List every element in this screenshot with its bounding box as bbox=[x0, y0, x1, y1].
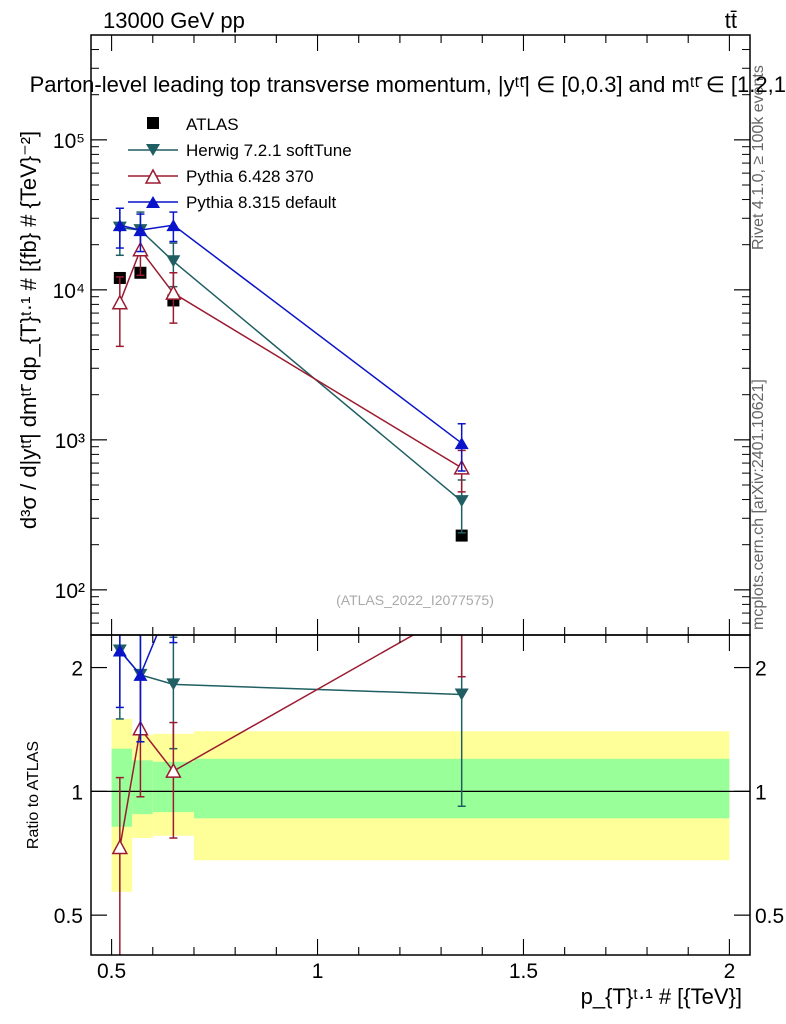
legend-marker-herwig bbox=[146, 144, 160, 156]
x-axis-label: p_{T}ᵗ·¹ # [{TeV}] bbox=[581, 984, 742, 1009]
legend-label-pythia6: Pythia 6.428 370 bbox=[186, 167, 314, 186]
ratio-y-tick-label-left: 2 bbox=[71, 658, 83, 681]
main-line-pythia-8-315-default bbox=[119, 224, 463, 444]
main-y-tick-label: 10³ bbox=[55, 430, 85, 453]
ratio-point-herwig-7-2-1-softtune bbox=[166, 678, 181, 691]
plot-title: Parton-level leading top transverse mome… bbox=[30, 72, 786, 97]
ratio-plot-frame bbox=[90, 634, 751, 956]
legend-label-herwig: Herwig 7.2.1 softTune bbox=[186, 141, 352, 160]
ratio-band-inner bbox=[132, 760, 153, 815]
legend-marker-pythia8 bbox=[146, 196, 160, 208]
ratio-point-pythia-8-315-default bbox=[166, 589, 180, 601]
main-point-pythia-6-428-370 bbox=[165, 284, 182, 300]
x-tick-label: 1 bbox=[312, 960, 324, 983]
main-point-pythia-8-315-default bbox=[166, 219, 181, 232]
ratio-y-tick-label-left: 1 bbox=[71, 781, 83, 804]
main-point-pythia-8-315-default bbox=[454, 437, 469, 450]
ratio-y-axis-label: Ratio to ATLAS bbox=[25, 741, 42, 849]
ratio-y-tick-label-right: 2 bbox=[755, 658, 767, 681]
ratio-point-pythia-8-315-default bbox=[112, 644, 127, 657]
legend: ATLAS Herwig 7.2.1 softTune Pythia 6.428… bbox=[128, 115, 352, 212]
axis-ticks: 10² 10³ 10⁴ 10⁵ 0.5 0.5 1 1 2 2 0.5 1 1.5 2 bbox=[53, 34, 784, 983]
ratio-y-tick-label-right: 1 bbox=[755, 781, 767, 804]
ratio-series-lines bbox=[111, 589, 469, 955]
main-y-tick-label: 10² bbox=[55, 580, 85, 603]
ratio-line-pythia-6-428-370 bbox=[119, 635, 415, 848]
ratio-point-pythia-6-428-370 bbox=[111, 838, 129, 855]
main-y-tick-label: 10⁴ bbox=[53, 280, 85, 303]
ratio-band-inner bbox=[111, 748, 133, 827]
main-y-tick-label: 10⁵ bbox=[53, 130, 85, 153]
legend-marker-pythia6 bbox=[144, 168, 162, 184]
ratio-line-herwig-7-2-1-softtune bbox=[119, 650, 462, 696]
main-series-lines bbox=[111, 207, 470, 542]
rivet-version-label: Rivet 4.1.0, ≥ 100k events bbox=[750, 65, 767, 250]
process-label: tt̄ bbox=[725, 8, 737, 33]
main-point-pythia-6-428-370 bbox=[111, 294, 129, 310]
x-tick-label: 0.5 bbox=[97, 960, 126, 983]
x-tick-label: 1.5 bbox=[509, 960, 538, 983]
main-point-pythia-8-315-default bbox=[112, 219, 127, 232]
main-line-pythia-6-428-370 bbox=[119, 248, 463, 469]
main-y-axis-label: d³σ / d|yᵗᵗ̄| dmᵗᵗ̄ dp_{T}ᵗ·¹ # [{fb} # … bbox=[16, 131, 41, 529]
legend-label-atlas: ATLAS bbox=[186, 115, 239, 134]
ratio-point-pythia-6-428-370 bbox=[165, 762, 182, 778]
ratio-point-herwig-7-2-1-softtune bbox=[454, 688, 469, 701]
mcplots-label: mcplots.cern.ch [arXiv:2401.10621] bbox=[750, 379, 767, 630]
main-point-herwig-7-2-1-softtune bbox=[454, 495, 469, 508]
ratio-uncertainty-bands bbox=[91, 718, 750, 892]
main-point-herwig-7-2-1-softtune bbox=[166, 255, 181, 268]
main-point-pythia-8-315-default bbox=[133, 224, 148, 237]
analysis-id-label: (ATLAS_2022_I2077575) bbox=[336, 592, 494, 608]
legend-label-pythia8: Pythia 8.315 default bbox=[186, 193, 337, 212]
ratio-point-pythia-8-315-default bbox=[133, 668, 148, 681]
x-tick-label: 2 bbox=[724, 960, 736, 983]
ratio-line-pythia-8-315-default bbox=[119, 635, 158, 677]
ratio-y-tick-label-left: 0.5 bbox=[54, 905, 83, 928]
energy-label: 13000 GeV pp bbox=[103, 8, 245, 33]
legend-marker-atlas bbox=[147, 117, 159, 129]
ratio-y-tick-label-right: 0.5 bbox=[755, 905, 784, 928]
